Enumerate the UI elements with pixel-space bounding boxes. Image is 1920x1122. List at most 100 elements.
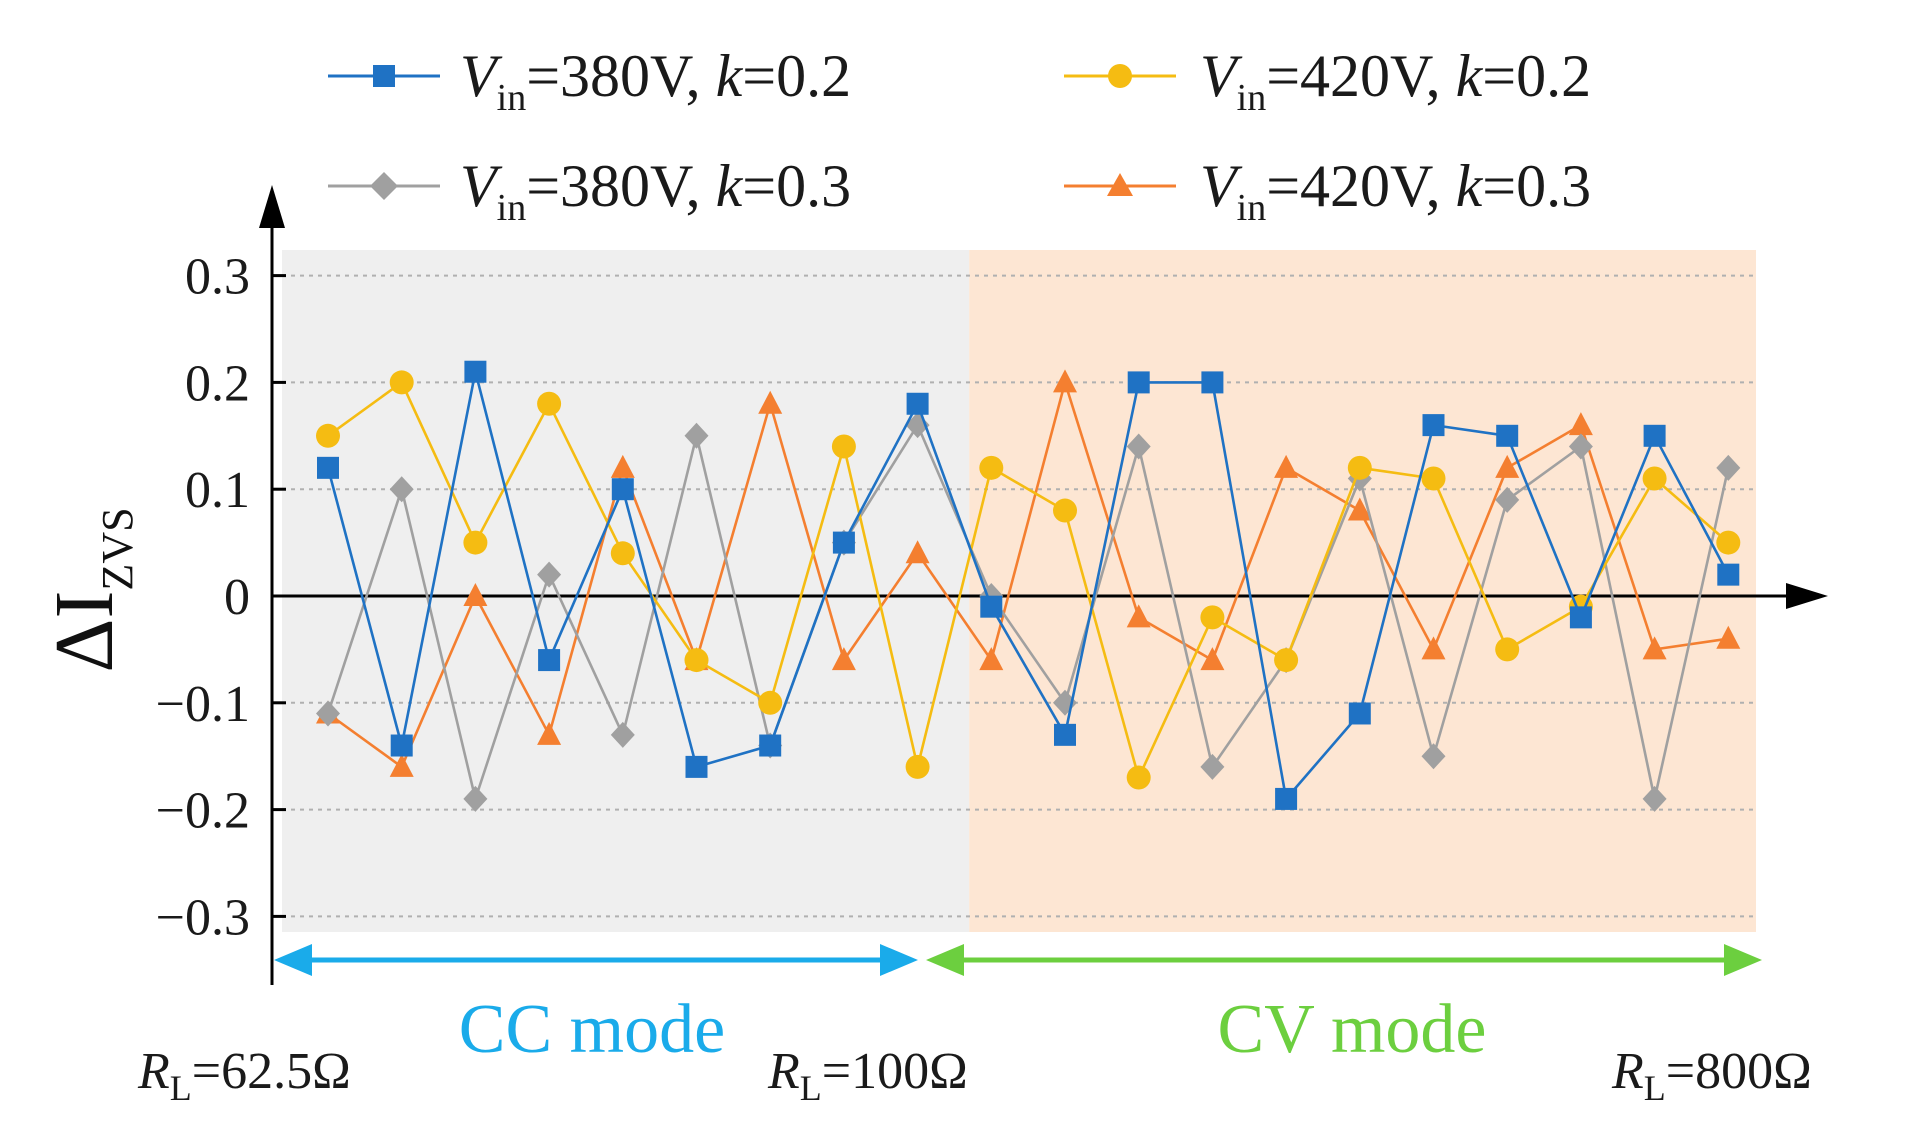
data-point-series-4 bbox=[831, 647, 856, 671]
legend-marker-diamond bbox=[370, 172, 398, 200]
data-point-series-3 bbox=[1126, 433, 1151, 460]
cc-mode-arrowhead-right bbox=[880, 944, 918, 976]
data-point-series-4 bbox=[979, 647, 1004, 671]
data-point-series-4 bbox=[1568, 412, 1593, 436]
data-point-series-1 bbox=[464, 360, 487, 383]
data-point-series-4 bbox=[463, 583, 488, 606]
data-point-series-2 bbox=[463, 530, 488, 555]
data-point-series-3 bbox=[1495, 486, 1520, 513]
data-point-series-1 bbox=[1717, 563, 1740, 586]
rl-label-middle: RL=100Ω bbox=[767, 1043, 968, 1108]
data-point-series-4 bbox=[1126, 604, 1151, 628]
y-tick-label: −0.3 bbox=[156, 889, 250, 946]
legend-label-series-3: Vin=380V, k=0.3 bbox=[460, 153, 851, 229]
y-tick-label: 0.1 bbox=[185, 462, 250, 519]
series-line-1 bbox=[326, 370, 1730, 801]
rl-label-start: RL=62.5Ω bbox=[137, 1043, 351, 1108]
rl-label-end: RL=800Ω bbox=[1611, 1043, 1812, 1108]
data-point-series-2 bbox=[1274, 648, 1299, 673]
cc-mode-label: CC mode bbox=[459, 991, 725, 1068]
mode-regions bbox=[282, 250, 1756, 932]
data-point-series-1 bbox=[759, 734, 782, 757]
data-point-series-2 bbox=[1347, 455, 1372, 480]
data-point-series-1 bbox=[1643, 424, 1666, 447]
legend-item-series-1: Vin=380V, k=0.2 bbox=[328, 43, 851, 119]
data-point-series-2 bbox=[1495, 637, 1520, 662]
x-axis-arrowhead bbox=[1786, 583, 1828, 609]
data-point-series-2 bbox=[389, 370, 414, 395]
y-axis-arrowhead bbox=[259, 185, 285, 228]
legend-label-series-4: Vin=420V, k=0.3 bbox=[1200, 153, 1591, 229]
legend-marker-triangle bbox=[1107, 173, 1133, 196]
series-line-2 bbox=[327, 381, 1730, 779]
region-cv bbox=[969, 250, 1756, 932]
region-cc bbox=[282, 250, 970, 932]
gridlines bbox=[282, 274, 1756, 918]
cv-mode-arrowhead-left bbox=[926, 944, 964, 976]
data-point-series-2 bbox=[758, 690, 783, 715]
axes bbox=[259, 185, 1828, 985]
legend-item-series-2: Vin=420V, k=0.2 bbox=[1064, 43, 1591, 119]
data-point-series-1 bbox=[685, 755, 708, 778]
data-point-series-3 bbox=[1200, 753, 1225, 780]
legend-item-series-4: Vin=420V, k=0.3 bbox=[1064, 153, 1591, 229]
data-point-series-3 bbox=[1568, 433, 1593, 460]
data-point-series-2 bbox=[537, 391, 562, 416]
data-point-series-1 bbox=[1201, 371, 1224, 394]
data-point-series-4 bbox=[389, 753, 414, 777]
legend-label-series-2: Vin=420V, k=0.2 bbox=[1200, 43, 1591, 119]
legend: Vin=380V, k=0.2 Vin=420V, k=0.2 Vin=380V… bbox=[328, 43, 1591, 229]
data-point-series-1 bbox=[832, 531, 855, 554]
data-series bbox=[316, 360, 1741, 812]
data-point-series-1 bbox=[1569, 606, 1592, 629]
data-point-series-3 bbox=[1716, 454, 1741, 481]
data-point-series-4 bbox=[1347, 497, 1372, 521]
data-point-series-3 bbox=[1642, 785, 1667, 812]
data-point-series-4 bbox=[758, 390, 783, 414]
data-point-series-1 bbox=[906, 392, 929, 415]
y-axis-label: ΔIZVS bbox=[38, 507, 142, 672]
data-point-series-3 bbox=[389, 476, 414, 503]
data-point-series-4 bbox=[1642, 636, 1667, 660]
data-point-series-2 bbox=[979, 455, 1004, 480]
data-point-series-2 bbox=[610, 541, 635, 566]
data-point-series-4 bbox=[1421, 636, 1446, 660]
cv-mode-arrowhead-right bbox=[1724, 944, 1762, 976]
data-point-series-1 bbox=[317, 456, 339, 479]
data-point-series-3 bbox=[537, 561, 562, 588]
legend-marker-square bbox=[373, 65, 395, 87]
legend-marker-circle bbox=[1108, 64, 1132, 88]
data-point-series-3 bbox=[684, 422, 709, 449]
data-point-series-1 bbox=[538, 649, 561, 672]
data-point-series-3 bbox=[1421, 743, 1446, 770]
data-point-series-1 bbox=[1348, 702, 1371, 725]
data-point-series-4 bbox=[1274, 454, 1299, 478]
data-point-series-2 bbox=[1053, 498, 1077, 523]
data-point-series-2 bbox=[1421, 466, 1446, 491]
data-point-series-3 bbox=[316, 700, 340, 727]
y-tick-label: 0.2 bbox=[185, 355, 250, 412]
data-point-series-2 bbox=[1642, 466, 1667, 491]
data-point-series-2 bbox=[905, 754, 930, 779]
data-point-series-1 bbox=[390, 734, 413, 757]
data-point-series-4 bbox=[610, 454, 635, 478]
data-point-series-4 bbox=[1495, 454, 1520, 478]
data-point-series-1 bbox=[1054, 723, 1076, 746]
data-point-series-4 bbox=[1200, 647, 1225, 671]
data-point-series-4 bbox=[905, 540, 930, 564]
data-point-series-2 bbox=[1200, 605, 1225, 630]
data-point-series-1 bbox=[1422, 414, 1445, 437]
data-point-series-2 bbox=[684, 648, 709, 673]
data-point-series-1 bbox=[1496, 424, 1519, 447]
data-point-series-1 bbox=[611, 478, 634, 501]
data-point-series-2 bbox=[316, 423, 340, 448]
series-line-3 bbox=[326, 423, 1730, 801]
y-tick-labels: −0.3 −0.2 −0.1 0 0.1 0.2 0.3 bbox=[156, 249, 286, 946]
data-point-series-2 bbox=[1126, 765, 1151, 790]
y-tick-label: −0.2 bbox=[156, 783, 250, 840]
mode-arrows bbox=[274, 944, 1762, 976]
legend-label-series-1: Vin=380V, k=0.2 bbox=[460, 43, 851, 119]
series-line-4 bbox=[327, 381, 1729, 769]
data-point-series-4 bbox=[1716, 625, 1741, 649]
